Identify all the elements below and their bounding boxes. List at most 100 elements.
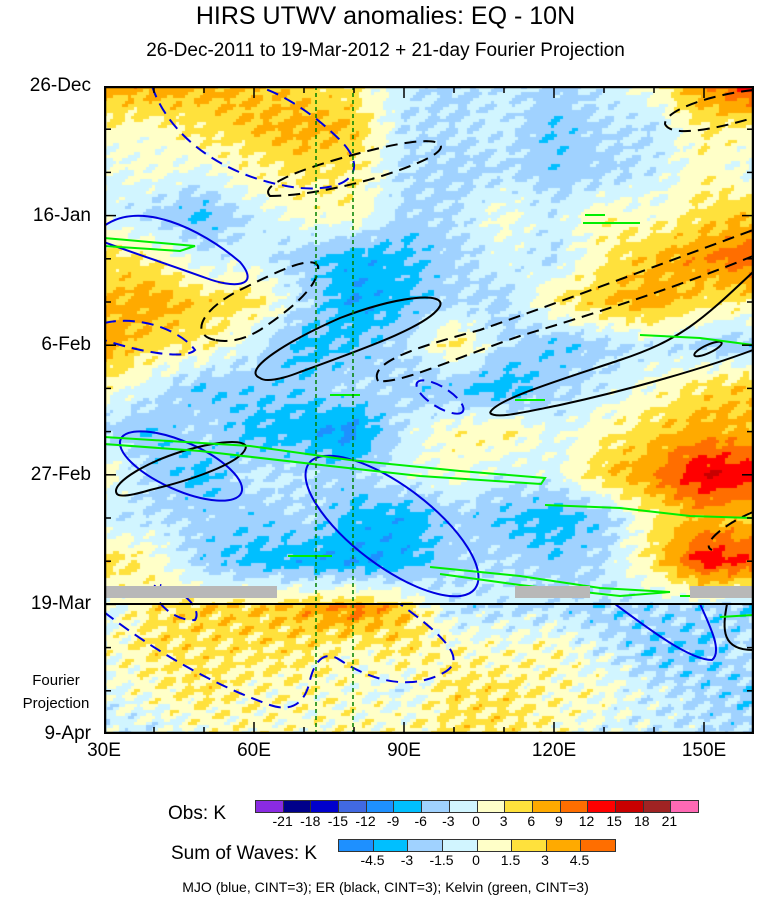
y-tick-label: 27-Feb: [30, 463, 91, 485]
colorbar-tick-label: -12: [355, 813, 376, 829]
x-tick-label: 150E: [681, 740, 727, 761]
colorbar-swatch: [422, 801, 450, 812]
colorbar-tick-label: 18: [633, 813, 650, 829]
colorbar-swatch: [588, 801, 616, 812]
waves-colorbar: [338, 839, 616, 852]
kelvin-contour: [639, 334, 754, 346]
x-tick-label: 120E: [531, 740, 577, 761]
colorbar-tick-label: 9: [554, 813, 563, 829]
missing-data-bars: [104, 586, 753, 598]
kelvin-contour: [429, 566, 671, 598]
mjo-contour: [104, 319, 197, 356]
projection-label-line1: Fourier: [32, 672, 80, 689]
colorbar-swatch: [283, 801, 312, 812]
y-tick-label: 16-Jan: [32, 204, 91, 226]
colorbar-swatch: [366, 801, 395, 812]
colorbar-swatch: [532, 801, 561, 812]
missing-data-bar: [104, 586, 277, 598]
er-negative-contours: [200, 89, 754, 551]
er-contour: [707, 511, 754, 551]
kelvin-contour: [104, 436, 547, 486]
colorbar-swatch: [394, 801, 423, 812]
colorbar-tick-label: 0: [472, 813, 480, 829]
mjo-contour: [118, 430, 244, 502]
colorbar-swatch: [373, 840, 409, 851]
colorbar-swatch: [339, 840, 374, 851]
colorbar-tick-label: -9: [386, 813, 400, 829]
colorbar-swatch: [505, 801, 533, 812]
mjo-contour: [614, 603, 717, 662]
colorbar-swatch: [560, 801, 589, 812]
plot-area: [104, 86, 754, 739]
colorbar-tick-label: -3: [442, 813, 455, 829]
missing-data-bar: [690, 586, 753, 598]
colorbar-tick-label: 6: [527, 813, 536, 829]
kelvin-contour: [104, 237, 196, 253]
colorbar-tick-label: 12: [578, 813, 595, 829]
y-tick-label: 9-Apr: [44, 723, 91, 744]
y-tick-label: 6-Feb: [41, 334, 91, 356]
colorbar-swatch: [408, 840, 443, 851]
colorbar-swatch: [449, 801, 478, 812]
kelvin-contour: [288, 214, 754, 618]
obs-colorbar-label: Obs: K: [168, 803, 227, 824]
colorbar-tick-label: 21: [661, 813, 678, 829]
colorbar-tick-label: 3: [499, 813, 508, 829]
plot-frame: [104, 86, 754, 734]
colorbar-tick-label: 4.5: [569, 852, 590, 868]
mjo-negative-contours: [104, 86, 465, 709]
chart-subtitle: 26-Dec-2011 to 19-Mar-2012 + 21-day Four…: [146, 40, 625, 61]
colorbar-swatch: [256, 801, 284, 812]
chart-title: HIRS UTWV anomalies: EQ - 10N: [195, 2, 576, 30]
mjo-contour: [104, 214, 249, 286]
colorbar-swatch: [643, 801, 672, 812]
colorbar-tick-label: 15: [606, 813, 622, 829]
colorbar-swatch: [477, 840, 513, 851]
kelvin-contour: [544, 504, 754, 519]
er-contour: [489, 269, 754, 417]
mjo-contour: [304, 454, 480, 598]
er-contour: [200, 261, 320, 342]
colorbar-swatch: [442, 840, 478, 851]
colorbar-tick-label: 3: [541, 852, 549, 868]
er-contour: [267, 140, 442, 198]
colorbar-tick-label: 0: [472, 852, 480, 868]
contour-legend-note: MJO (blue, CINT=3); ER (black, CINT=3); …: [182, 879, 589, 895]
er-contour: [254, 296, 442, 381]
obs-colorbar: [255, 800, 699, 813]
colorbar-tick-label: -21: [272, 813, 293, 829]
colorbar-tick-label: -3: [400, 852, 414, 868]
er-contour: [723, 603, 754, 651]
contour-overlay: [104, 86, 754, 734]
projection-label-line2: Projection: [22, 695, 90, 712]
colorbar-swatch: [339, 801, 367, 812]
er-contour: [375, 228, 754, 383]
x-tick-label: 90E: [387, 740, 421, 761]
mjo-contour: [415, 379, 465, 415]
axis-ticks: [104, 86, 754, 734]
colorbar-tick-label: -6: [414, 813, 427, 829]
mjo-contour: [153, 584, 198, 622]
y-tick-label: 26-Dec: [29, 75, 91, 96]
colorbar-swatch: [581, 840, 615, 851]
kelvin-contours: [104, 214, 754, 618]
colorbar-swatch: [512, 840, 547, 851]
reference-lines: [315, 86, 354, 734]
colorbar-swatch: [615, 801, 644, 812]
colorbar-tick-label: -1.5: [429, 852, 454, 868]
colorbar-swatch: [477, 801, 506, 812]
colorbar-tick-label: -4.5: [360, 852, 385, 868]
colorbar-tick-label: 1.5: [500, 852, 521, 868]
colorbar-tick-label: -18: [300, 813, 321, 829]
missing-data-bar: [515, 586, 590, 598]
er-contour: [663, 89, 754, 133]
colorbar-tick-label: -15: [327, 813, 348, 829]
colorbar-swatch: [671, 801, 698, 812]
x-tick-label: 30E: [87, 740, 121, 761]
colorbar-swatch: [311, 801, 340, 812]
er-contour: [693, 340, 723, 358]
colorbar-swatch: [546, 840, 582, 851]
y-tick-label: 19-Mar: [30, 593, 91, 615]
waves-colorbar-label: Sum of Waves: K: [171, 843, 318, 864]
